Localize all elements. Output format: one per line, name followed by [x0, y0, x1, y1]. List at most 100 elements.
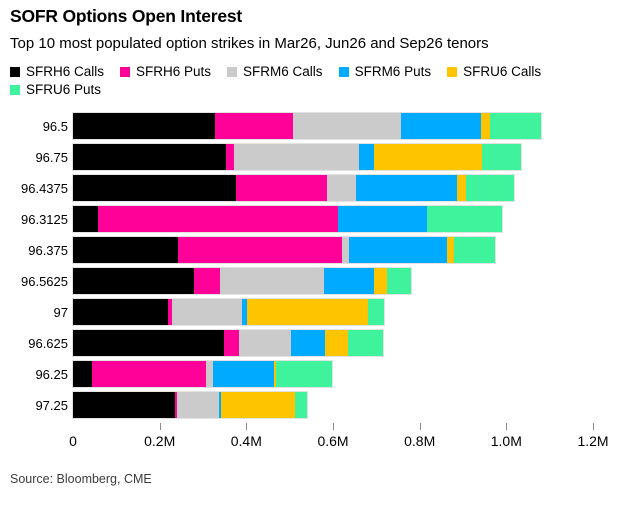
bar-segment-sfrh6-puts: [224, 330, 239, 356]
bar-segment-sfrm6-calls: [205, 361, 213, 387]
legend-label: SFRM6 Calls: [243, 64, 323, 79]
bar-row-96-5: 96.5: [10, 113, 625, 139]
bar-segment-sfru6-puts: [387, 268, 412, 294]
bar-stack: [73, 144, 593, 170]
x-tick-mark: [593, 423, 594, 430]
y-axis-label: 96.75: [35, 149, 68, 165]
bar-segment-sfru6-puts: [295, 392, 307, 418]
bar-segment-sfrh6-puts: [194, 268, 221, 294]
bar-stack: [73, 361, 593, 387]
bar-segment-sfru6-puts: [454, 237, 496, 263]
x-tick-mark: [419, 423, 421, 430]
y-axis-label: 97: [53, 304, 68, 320]
chart-title: SOFR Options Open Interest: [10, 6, 243, 26]
bar-row-96-3125: 96.3125: [10, 206, 625, 232]
bar-segment-sfrm6-puts: [218, 392, 221, 418]
legend-label: SFRH6 Calls: [26, 64, 105, 79]
x-tick-label: 0: [69, 433, 77, 449]
bar-stack-fill: [73, 299, 384, 325]
bar-segment-sfrm6-puts: [212, 361, 275, 387]
bar-stack-fill: [73, 175, 514, 201]
x-tick-label: 1.2M: [577, 433, 609, 449]
bar-segment-sfrh6-puts: [177, 237, 342, 263]
bar-segment-sfru6-calls: [456, 175, 466, 201]
legend-item-sfru6-puts: SFRU6 Puts: [10, 82, 101, 97]
bar-segment-sfrh6-calls: [73, 237, 178, 263]
bar-segment-sfru6-calls: [374, 268, 388, 294]
x-tick-mark: [333, 423, 334, 430]
x-tick-label: 1.0M: [490, 433, 522, 449]
bar-segment-sfru6-calls: [374, 144, 482, 170]
bar-segment-sfrm6-puts: [338, 206, 427, 232]
legend-item-sfru6-calls: SFRU6 Calls: [447, 64, 541, 79]
bar-segment-sfrh6-puts: [235, 175, 328, 201]
legend-row: SFRU6 Puts: [10, 82, 557, 100]
bar-stack: [73, 113, 593, 139]
bar-row-96-375: 96.375: [10, 237, 625, 263]
bar-segment-sfrh6-puts: [215, 113, 294, 139]
bar-segment-sfrm6-calls: [171, 299, 242, 325]
bar-segment-sfru6-puts: [465, 175, 514, 201]
bar-stack: [73, 330, 593, 356]
bar-segment-sfrh6-puts: [92, 361, 206, 387]
bar-segment-sfru6-calls: [220, 392, 296, 418]
bar-stack: [73, 175, 593, 201]
bar-stack-fill: [73, 361, 332, 387]
bar-segment-sfrh6-calls: [73, 206, 98, 232]
bar-stack-fill: [73, 206, 502, 232]
bar-segment-sfru6-calls: [447, 237, 455, 263]
bar-stack-fill: [73, 237, 496, 263]
bar-row-96-625: 96.625: [10, 330, 625, 356]
y-axis-label: 96.375: [28, 242, 68, 258]
bar-segment-sfrm6-calls: [341, 237, 349, 263]
bar-row-96-25: 96.25: [10, 361, 625, 387]
y-axis-label: 96.5625: [21, 273, 68, 289]
bar-stack-fill: [73, 144, 522, 170]
bar-segment-sfrm6-calls: [233, 144, 359, 170]
bar-segment-sfrh6-puts: [225, 144, 234, 170]
x-tick-mark: [506, 423, 508, 430]
bar-segment-sfrm6-calls: [176, 392, 219, 418]
bar-row-96-4375: 96.4375: [10, 175, 625, 201]
x-axis: 0 0.2M 0.4M 0.6M 0.8M 1.0M 1.2M: [69, 423, 609, 455]
bar-segment-sfrm6-puts: [323, 268, 375, 294]
x-tick-mark: [159, 423, 161, 430]
bar-segment-sfrh6-calls: [73, 299, 168, 325]
legend-label: SFRM6 Puts: [354, 64, 432, 79]
bar-segment-sfrh6-calls: [73, 330, 225, 356]
bar-segment-sfrh6-calls: [73, 361, 93, 387]
y-axis-label: 97.25: [35, 397, 68, 413]
bar-segment-sfru6-calls: [246, 299, 368, 325]
bar-segment-sfrm6-puts: [358, 144, 375, 170]
bar-stack: [73, 268, 593, 294]
legend-item-sfrm6-calls: SFRM6 Calls: [227, 64, 323, 79]
bar-segment-sfru6-calls: [274, 361, 277, 387]
bar-stack-fill: [73, 392, 307, 418]
bar-stack-fill: [73, 268, 412, 294]
bar-segment-sfru6-calls: [481, 113, 491, 139]
legend-item-sfrh6-calls: SFRH6 Calls: [10, 64, 104, 79]
bar-segment-sfru6-puts: [490, 113, 541, 139]
bar-segment-sfru6-puts: [426, 206, 502, 232]
y-axis-label: 96.3125: [21, 211, 68, 227]
x-tick-label: 0.2M: [144, 433, 176, 449]
chart-subtitle: Top 10 most populated option strikes in …: [10, 35, 489, 52]
legend-item-sfrm6-puts: SFRM6 Puts: [338, 64, 432, 79]
bar-segment-sfrm6-calls: [220, 268, 324, 294]
bar-row-96-75: 96.75: [10, 144, 625, 170]
bar-stack: [73, 206, 593, 232]
bar-segment-sfrm6-puts: [355, 175, 457, 201]
x-tick-label: 0.4M: [230, 433, 262, 449]
bar-row-97: 97: [10, 299, 625, 325]
x-tick-label: 0.8M: [404, 433, 436, 449]
chart-legend: SFRH6 Calls SFRH6 Puts SFRM6 Calls SFRM6 Pu…: [10, 64, 557, 100]
legend-label: SFRH6 Puts: [136, 64, 212, 79]
bar-segment-sfru6-puts: [348, 330, 383, 356]
y-axis-label: 96.5: [42, 118, 68, 134]
bar-stack: [73, 237, 593, 263]
y-axis-label: 96.4375: [21, 180, 68, 196]
bar-segment-sfrm6-puts: [401, 113, 482, 139]
legend-swatch-icon: [120, 66, 131, 77]
source-note: Source: Bloomberg, CME: [10, 472, 152, 486]
bar-segment-sfru6-puts: [481, 144, 522, 170]
